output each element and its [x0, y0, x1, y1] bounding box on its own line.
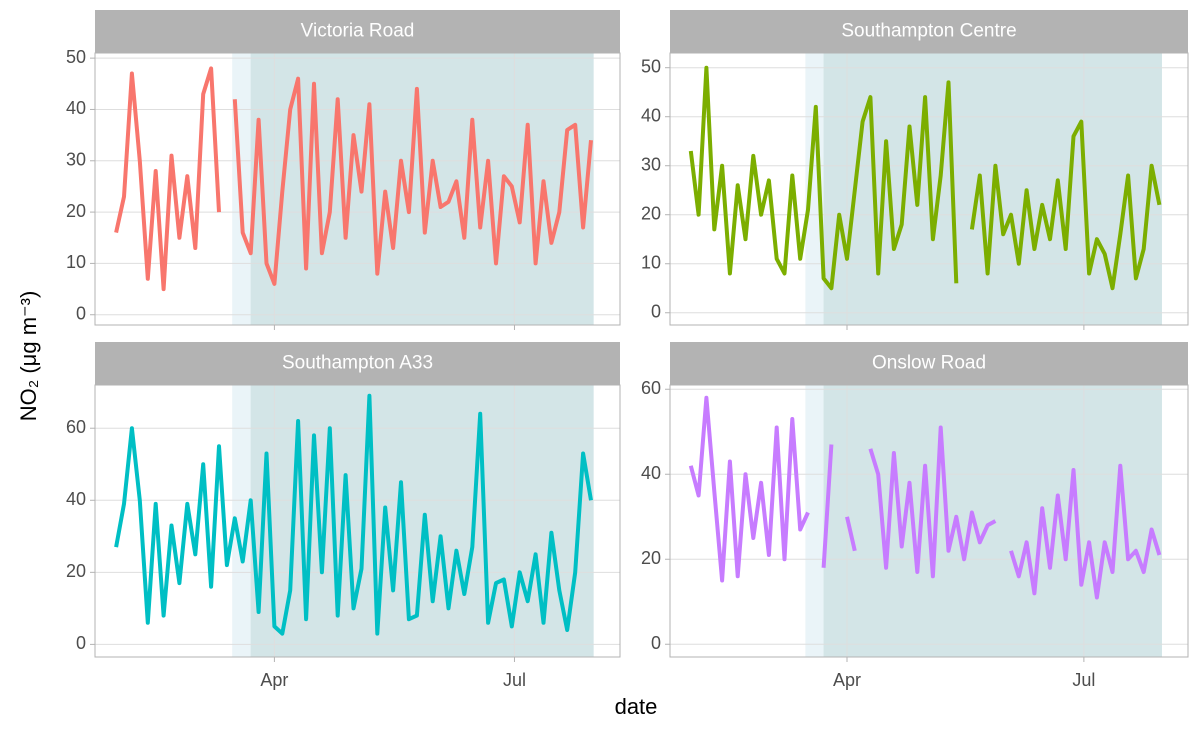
y-tick-label: 40	[641, 463, 661, 483]
x-tick-label: Apr	[260, 670, 288, 690]
strip-label: Onslow Road	[872, 353, 986, 374]
x-tick-label: Jul	[1072, 670, 1095, 690]
y-tick-label: 50	[641, 56, 661, 76]
y-tick-label: 20	[641, 203, 661, 223]
strip	[95, 342, 620, 385]
data-line	[688, 395, 1162, 600]
y-tick-label: 10	[66, 252, 86, 272]
strip-label: Victoria Road	[301, 21, 415, 42]
y-axis-label: NO₂ (μg m⁻³)	[16, 291, 41, 422]
y-tick-label: 40	[66, 98, 86, 118]
data-line	[114, 393, 593, 636]
data-line	[114, 66, 593, 292]
y-tick-label: 60	[66, 417, 86, 437]
y-tick-label: 20	[641, 548, 661, 568]
x-axis-label: date	[615, 694, 658, 719]
y-tick-label: 0	[651, 301, 661, 321]
strip-label: Southampton Centre	[841, 21, 1016, 42]
strip	[670, 10, 1188, 53]
y-tick-label: 0	[76, 303, 86, 323]
x-tick-label: Jul	[503, 670, 526, 690]
strip	[670, 342, 1188, 385]
y-tick-label: 60	[641, 378, 661, 398]
y-tick-label: 30	[641, 154, 661, 174]
strip-label: Southampton A33	[282, 353, 433, 374]
y-tick-label: 0	[76, 633, 86, 653]
y-tick-label: 40	[641, 105, 661, 125]
y-tick-label: 0	[651, 633, 661, 653]
y-tick-label: 10	[641, 252, 661, 272]
x-tick-label: Apr	[833, 670, 861, 690]
y-tick-label: 20	[66, 561, 86, 581]
y-tick-label: 40	[66, 489, 86, 509]
y-tick-label: 20	[66, 201, 86, 221]
data-line	[688, 65, 1162, 291]
y-tick-label: 50	[66, 47, 86, 67]
y-tick-label: 30	[66, 150, 86, 170]
strip	[95, 10, 620, 53]
